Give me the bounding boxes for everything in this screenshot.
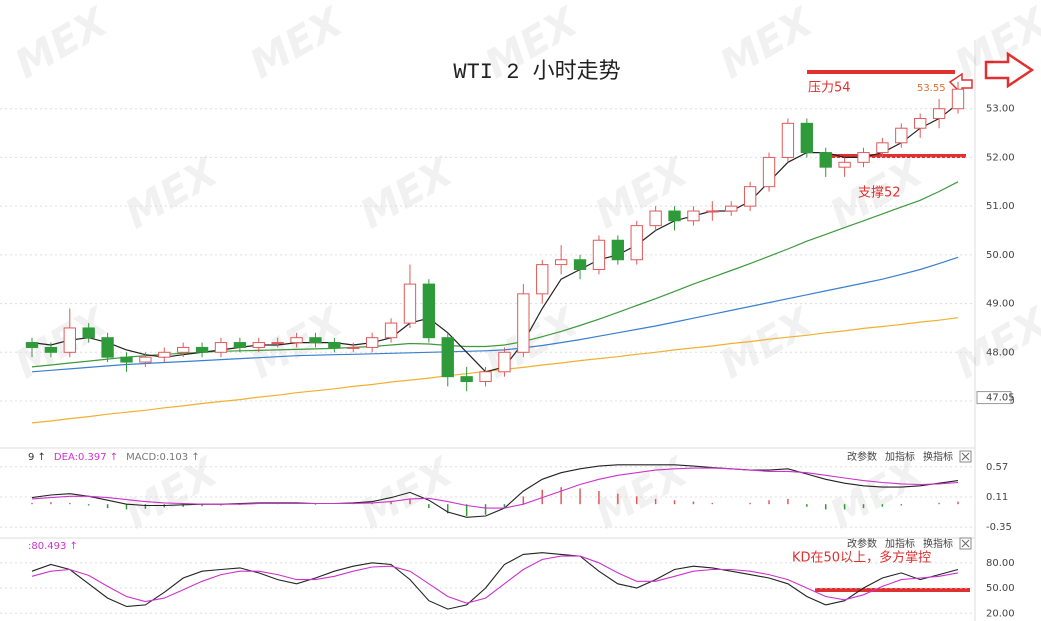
candle-body xyxy=(498,351,511,373)
candle-body xyxy=(743,186,757,207)
macd-line xyxy=(31,464,959,518)
price-marker-box xyxy=(976,391,1012,405)
candle-body xyxy=(914,117,927,129)
moving-average xyxy=(31,256,959,373)
indicator-button[interactable]: 换指标 xyxy=(923,450,953,463)
candle-body xyxy=(384,322,398,339)
annotation: KD在50以上，多方掌控 xyxy=(792,550,931,566)
candle-body xyxy=(800,122,813,154)
candle-body xyxy=(82,327,95,339)
indicator-header: :80.493 ↑ xyxy=(28,541,78,552)
candle-body xyxy=(63,327,76,353)
indicator-button[interactable]: 加指标 xyxy=(885,537,915,550)
candle-body xyxy=(932,108,946,119)
chart-title: WTI 2 小时走势 xyxy=(453,59,620,85)
macd-line xyxy=(31,467,959,509)
y-tick-label: 52.00 xyxy=(986,152,1015,163)
candle-body xyxy=(460,376,473,383)
candle-body xyxy=(573,259,587,270)
candle-body xyxy=(271,342,284,345)
y-tick-label: 53.00 xyxy=(986,104,1015,115)
kd-line xyxy=(31,552,959,610)
indicator-header: 9 ↑ xyxy=(28,452,46,463)
candle-body xyxy=(158,351,171,358)
candle-body xyxy=(819,152,832,168)
candle-body xyxy=(762,156,776,188)
candle-body xyxy=(139,356,152,363)
candle-body xyxy=(857,152,870,163)
annotation: 支撑52 xyxy=(858,186,901,201)
price-marker-label: 47.05 xyxy=(986,393,1015,404)
candle-body xyxy=(536,264,549,295)
candle-body xyxy=(479,371,492,383)
candle-body xyxy=(347,346,360,349)
candle-body xyxy=(554,259,568,266)
candle-body xyxy=(290,337,303,344)
candle-body xyxy=(25,342,39,348)
candle-body xyxy=(422,283,436,339)
y-tick-label: 51.00 xyxy=(986,201,1015,212)
candle-body xyxy=(214,342,228,353)
y-tick-label: 50.00 xyxy=(986,250,1015,261)
close-icon xyxy=(961,539,970,548)
y-tick-label: 49.00 xyxy=(986,299,1015,310)
candle-body xyxy=(630,225,643,261)
arrow-icon xyxy=(984,51,1035,89)
candle-body xyxy=(233,342,247,348)
candle-body xyxy=(120,356,133,363)
y-tick-label: 80.00 xyxy=(986,558,1015,569)
candle-body xyxy=(895,127,908,144)
indicator-button[interactable]: 换指标 xyxy=(923,537,953,550)
candle-body xyxy=(101,337,114,358)
candle-body xyxy=(441,337,454,378)
candle-body xyxy=(195,346,209,353)
candle-body xyxy=(365,337,379,348)
candle-body xyxy=(781,122,795,158)
moving-average xyxy=(31,103,959,373)
y-tick-label: 48.00 xyxy=(986,347,1015,358)
candle-body xyxy=(725,205,738,212)
candle-body xyxy=(611,239,625,261)
y-tick-label: 50.00 xyxy=(986,583,1015,594)
candle-body xyxy=(668,210,681,222)
y-tick-label: -0.35 xyxy=(986,522,1012,533)
annotation: 压力54 xyxy=(808,81,851,96)
candle-body xyxy=(838,161,851,168)
candle-body xyxy=(876,142,889,154)
candle-body xyxy=(706,210,719,213)
candle-body xyxy=(649,210,662,227)
indicator-button[interactable]: 加指标 xyxy=(885,450,915,463)
candle-body xyxy=(328,342,341,348)
indicator-button[interactable]: 改参数 xyxy=(847,450,877,463)
candle-body xyxy=(951,88,965,110)
indicator-header: MACD:0.103 ↑ xyxy=(126,452,200,463)
y-tick-label: 0.11 xyxy=(986,492,1008,503)
candle-body xyxy=(252,342,265,348)
candle-body xyxy=(309,337,322,344)
y-tick-label: 20.00 xyxy=(986,608,1015,619)
candle-body xyxy=(44,346,58,353)
moving-average xyxy=(31,181,959,368)
indicator-button[interactable]: 改参数 xyxy=(847,537,877,550)
kd-line xyxy=(31,555,959,604)
y-tick-label: 0.57 xyxy=(986,462,1008,473)
candle-body xyxy=(592,239,606,270)
candle-body xyxy=(403,283,417,324)
moving-average xyxy=(31,317,959,424)
candle-body xyxy=(517,293,530,353)
candle-body xyxy=(687,210,700,222)
annotation: 53.55 xyxy=(917,83,946,94)
indicator-header: DEA:0.397 ↑ xyxy=(54,452,118,463)
close-icon xyxy=(961,452,970,461)
candle-body xyxy=(177,346,190,353)
